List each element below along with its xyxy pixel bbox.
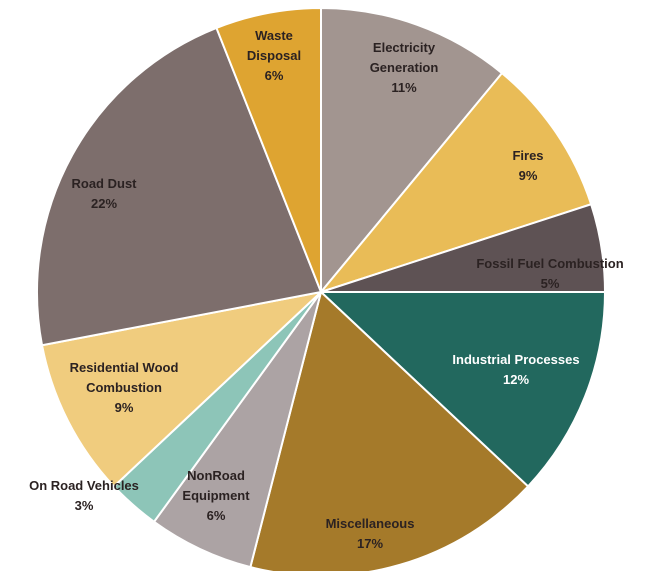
slice-label-line: On Road Vehicles bbox=[29, 478, 139, 493]
slice-label-line: Waste bbox=[255, 28, 293, 43]
slice-label-residential-wood-combustion: Residential Wood Combustion 9% bbox=[70, 360, 179, 415]
slice-percent: 3% bbox=[75, 498, 94, 513]
slice-label-industrial-processes: Industrial Processes 12% bbox=[452, 352, 579, 387]
slice-label-line: Road Dust bbox=[72, 176, 138, 191]
slice-label-line: Electricity bbox=[373, 40, 436, 55]
pie-slices bbox=[36, 6, 607, 571]
slice-label-waste-disposal: Waste Disposal 6% bbox=[247, 28, 301, 83]
slice-percent: 17% bbox=[357, 536, 383, 551]
slice-industrial-processes bbox=[318, 291, 607, 488]
slice-label-fossil-fuel-combustion: Fossil Fuel Combustion 5% bbox=[476, 256, 623, 291]
slice-residential-wood-combustion bbox=[40, 290, 325, 488]
slice-label-electricity-generation: Electricity Generation 11% bbox=[370, 40, 439, 95]
slice-label-line: NonRoad bbox=[187, 468, 245, 483]
slice-label-line: Fires bbox=[512, 148, 543, 163]
slice-electricity-generation bbox=[320, 6, 504, 295]
slice-percent: 9% bbox=[115, 400, 134, 415]
slice-label-line: Miscellaneous bbox=[326, 516, 415, 531]
slice-label-line: Equipment bbox=[182, 488, 250, 503]
slice-percent: 22% bbox=[91, 196, 117, 211]
slice-road-dust bbox=[36, 26, 323, 347]
slice-label-line: Generation bbox=[370, 60, 439, 75]
slice-percent: 12% bbox=[503, 372, 529, 387]
slice-label-on-road-vehicles: On Road Vehicles 3% bbox=[29, 478, 139, 513]
slice-label-fires: Fires 9% bbox=[512, 148, 543, 183]
slice-percent: 5% bbox=[541, 276, 560, 291]
slice-percent: 9% bbox=[519, 168, 538, 183]
slice-label-nonroad-equipment: NonRoad Equipment 6% bbox=[182, 468, 250, 523]
slice-label-road-dust: Road Dust 22% bbox=[72, 176, 138, 211]
slice-label-miscellaneous: Miscellaneous 17% bbox=[326, 516, 415, 551]
slice-percent: 6% bbox=[207, 508, 226, 523]
slice-label-line: Disposal bbox=[247, 48, 301, 63]
slice-percent: 11% bbox=[391, 80, 417, 95]
slice-label-line: Combustion bbox=[86, 380, 162, 395]
slice-miscellaneous bbox=[249, 290, 530, 571]
slice-waste-disposal bbox=[215, 6, 322, 293]
slice-label-line: Fossil Fuel Combustion bbox=[476, 256, 623, 271]
slice-percent: 6% bbox=[265, 68, 284, 83]
slice-fires bbox=[318, 71, 593, 295]
slice-label-line: Residential Wood bbox=[70, 360, 179, 375]
slice-label-line: Industrial Processes bbox=[452, 352, 579, 367]
pie-labels: Electricity Generation 11% Fires 9% Fossil Fu… bbox=[29, 28, 624, 551]
